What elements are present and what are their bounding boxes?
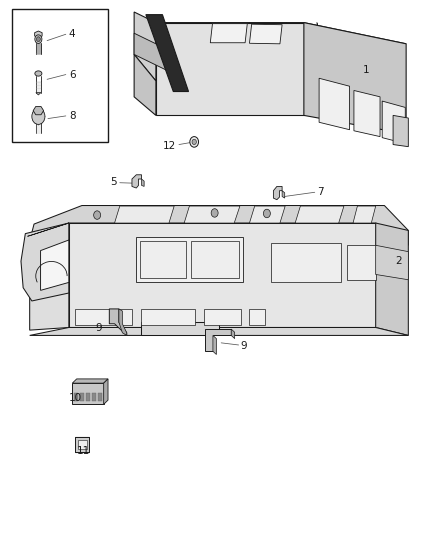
Polygon shape bbox=[69, 223, 376, 327]
Polygon shape bbox=[134, 12, 156, 81]
Polygon shape bbox=[295, 206, 344, 223]
Polygon shape bbox=[205, 329, 231, 351]
Circle shape bbox=[94, 211, 101, 219]
Polygon shape bbox=[75, 437, 89, 452]
Polygon shape bbox=[21, 223, 69, 301]
Circle shape bbox=[32, 109, 45, 124]
Polygon shape bbox=[36, 93, 41, 95]
Polygon shape bbox=[92, 393, 96, 401]
Polygon shape bbox=[250, 309, 265, 325]
Polygon shape bbox=[273, 187, 282, 200]
Polygon shape bbox=[271, 243, 341, 282]
Polygon shape bbox=[304, 22, 406, 134]
Text: 2: 2 bbox=[395, 256, 402, 266]
Polygon shape bbox=[35, 31, 42, 38]
Polygon shape bbox=[376, 223, 408, 335]
Circle shape bbox=[36, 37, 40, 42]
Text: 9: 9 bbox=[96, 323, 102, 333]
Text: 6: 6 bbox=[69, 70, 75, 79]
Text: 10: 10 bbox=[69, 393, 82, 403]
Polygon shape bbox=[28, 223, 69, 236]
Polygon shape bbox=[141, 309, 195, 325]
Text: 4: 4 bbox=[69, 29, 75, 39]
Polygon shape bbox=[141, 322, 219, 335]
Polygon shape bbox=[354, 91, 380, 136]
Polygon shape bbox=[30, 223, 69, 330]
Polygon shape bbox=[119, 309, 127, 335]
Polygon shape bbox=[30, 327, 408, 335]
Polygon shape bbox=[353, 206, 376, 223]
Polygon shape bbox=[98, 393, 102, 401]
Polygon shape bbox=[72, 383, 104, 405]
Text: 5: 5 bbox=[110, 176, 117, 187]
Polygon shape bbox=[141, 179, 144, 187]
Polygon shape bbox=[250, 24, 282, 44]
Polygon shape bbox=[75, 309, 132, 325]
Polygon shape bbox=[74, 393, 78, 401]
Text: 11: 11 bbox=[77, 446, 90, 456]
Ellipse shape bbox=[35, 71, 42, 76]
Circle shape bbox=[263, 209, 270, 217]
Polygon shape bbox=[72, 379, 108, 383]
Polygon shape bbox=[204, 309, 241, 325]
Text: 12: 12 bbox=[163, 141, 177, 151]
Polygon shape bbox=[30, 206, 408, 245]
Polygon shape bbox=[156, 22, 406, 44]
Polygon shape bbox=[393, 115, 408, 147]
Circle shape bbox=[192, 139, 196, 144]
Polygon shape bbox=[134, 33, 167, 70]
Polygon shape bbox=[282, 191, 285, 198]
Polygon shape bbox=[132, 175, 141, 188]
Polygon shape bbox=[210, 23, 247, 43]
Polygon shape bbox=[213, 335, 216, 354]
Polygon shape bbox=[149, 327, 210, 335]
Text: 8: 8 bbox=[69, 111, 75, 121]
Polygon shape bbox=[134, 54, 156, 115]
Polygon shape bbox=[41, 240, 69, 290]
Polygon shape bbox=[136, 237, 243, 282]
Polygon shape bbox=[140, 241, 186, 278]
Polygon shape bbox=[231, 329, 235, 338]
Polygon shape bbox=[33, 107, 44, 115]
Circle shape bbox=[211, 209, 218, 217]
Polygon shape bbox=[78, 440, 87, 449]
Polygon shape bbox=[86, 393, 90, 401]
Polygon shape bbox=[376, 245, 408, 280]
Polygon shape bbox=[146, 14, 188, 92]
Circle shape bbox=[35, 35, 42, 43]
Polygon shape bbox=[115, 206, 174, 223]
Text: 1: 1 bbox=[363, 66, 369, 75]
Polygon shape bbox=[156, 22, 304, 115]
Polygon shape bbox=[104, 379, 108, 405]
Polygon shape bbox=[382, 101, 405, 143]
Polygon shape bbox=[184, 206, 240, 223]
Polygon shape bbox=[110, 309, 127, 335]
Polygon shape bbox=[191, 241, 239, 278]
Polygon shape bbox=[250, 206, 285, 223]
Polygon shape bbox=[80, 393, 84, 401]
Polygon shape bbox=[319, 78, 350, 130]
Circle shape bbox=[190, 136, 198, 147]
Text: 7: 7 bbox=[318, 187, 324, 197]
Polygon shape bbox=[347, 245, 376, 280]
Text: 9: 9 bbox=[241, 341, 247, 351]
